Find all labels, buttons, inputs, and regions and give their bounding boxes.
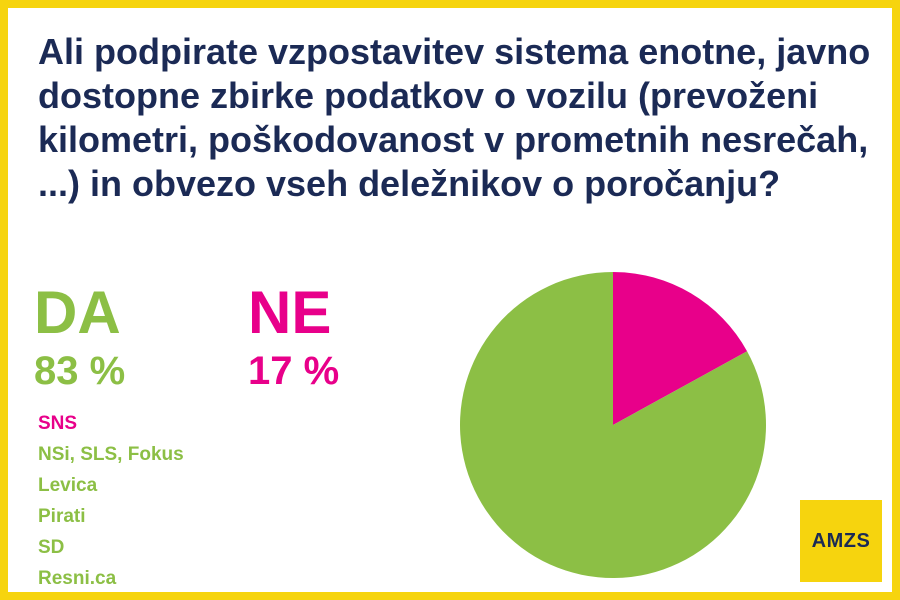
no-percent: 17 % bbox=[248, 349, 340, 393]
yes-percent: 83 % bbox=[34, 349, 126, 393]
party-item: SD bbox=[38, 537, 65, 558]
question-title: Ali podpirate vzpostavitev sistema enotn… bbox=[38, 31, 871, 204]
party-item: NSi, SLS, Fokus bbox=[38, 444, 184, 465]
pie-slice-ne bbox=[613, 272, 748, 425]
pie-chart bbox=[459, 272, 766, 578]
logo-text: AMZS bbox=[811, 529, 871, 552]
party-item: Pirati bbox=[38, 506, 86, 527]
party-item: Levica bbox=[38, 475, 98, 496]
party-item: Resni.ca bbox=[38, 568, 117, 589]
pie-slice-da bbox=[459, 272, 766, 578]
amzs-logo: AMZS bbox=[800, 500, 882, 582]
yes-label: DA bbox=[34, 279, 121, 346]
no-label: NE bbox=[248, 279, 332, 346]
party-list: SNS NSi, SLS, Fokus Levica Pirati SD Res… bbox=[38, 408, 184, 594]
party-item: SNS bbox=[38, 413, 78, 434]
